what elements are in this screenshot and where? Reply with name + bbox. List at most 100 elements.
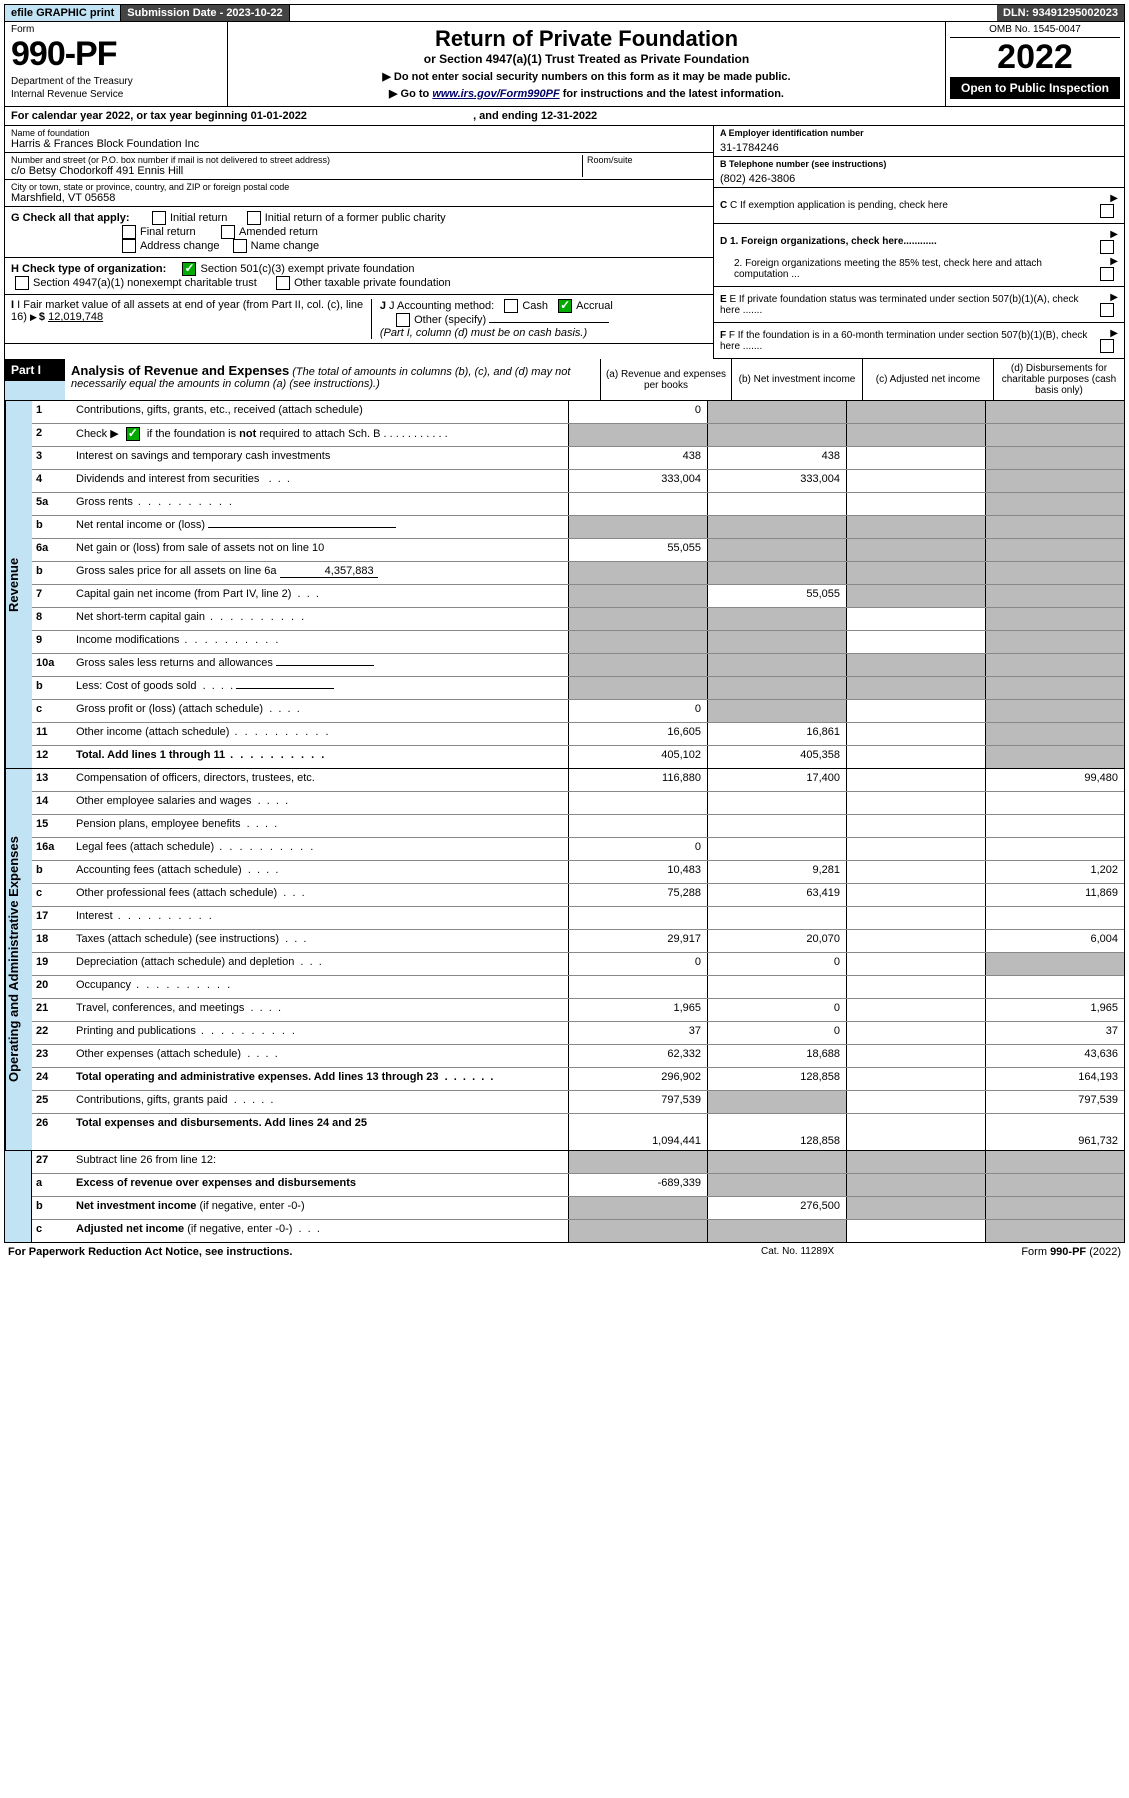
row-18: 18Taxes (attach schedule) (see instructi… [32, 930, 1124, 953]
address-cell: Number and street (or P.O. box number if… [5, 153, 713, 180]
fmv-assets: 12,019,748 [48, 311, 103, 323]
row-7: 7Capital gain net income (from Part IV, … [32, 585, 1124, 608]
h-opt-1: Section 501(c)(3) exempt private foundat… [200, 263, 414, 275]
header-note2: ▶ Go to www.irs.gov/Form990PF for instru… [236, 87, 937, 100]
phone-cell: B Telephone number (see instructions) (8… [714, 157, 1124, 188]
section-ij: I I Fair market value of all assets at e… [5, 295, 713, 344]
e-label: E If private foundation status was termi… [720, 294, 1079, 316]
part1-title: Analysis of Revenue and Expenses [71, 363, 289, 378]
submission-date: Submission Date - 2023-10-22 [121, 5, 289, 21]
check-other-method[interactable] [396, 313, 410, 327]
topbar-gap [290, 5, 997, 21]
row-16c: cOther professional fees (attach schedul… [32, 884, 1124, 907]
col-b-header: (b) Net investment income [731, 359, 862, 400]
form-word: Form [11, 24, 221, 35]
row-17: 17Interest [32, 907, 1124, 930]
section-g: G Check all that apply: Initial return I… [5, 207, 713, 258]
check-c[interactable] [1100, 204, 1114, 218]
check-4947a1[interactable] [15, 276, 29, 290]
b-label: B Telephone number (see instructions) [720, 159, 886, 169]
row-4: 4Dividends and interest from securities … [32, 470, 1124, 493]
g-label: G Check all that apply: [11, 212, 130, 224]
row-15: 15Pension plans, employee benefits . . .… [32, 815, 1124, 838]
ein-value: 31-1784246 [720, 138, 1118, 154]
e-cell: E E If private foundation status was ter… [714, 287, 1124, 323]
check-name-change[interactable] [233, 239, 247, 253]
row-10c: cGross profit or (loss) (attach schedule… [32, 700, 1124, 723]
row-14: 14Other employee salaries and wages . . … [32, 792, 1124, 815]
check-501c3[interactable] [182, 262, 196, 276]
row-24: 24Total operating and administrative exp… [32, 1068, 1124, 1091]
check-d2[interactable] [1100, 267, 1114, 281]
row-9: 9Income modifications [32, 631, 1124, 654]
form-title: Return of Private Foundation [236, 26, 937, 52]
a-label: A Employer identification number [720, 128, 864, 138]
row-27c: cAdjusted net income (if negative, enter… [32, 1220, 1124, 1242]
form-number: 990-PF [11, 35, 221, 74]
col-d-header: (d) Disbursements for charitable purpose… [993, 359, 1124, 400]
check-initial-former[interactable] [247, 211, 261, 225]
check-final-return[interactable] [122, 225, 136, 239]
top-bar: efile GRAPHIC print Submission Date - 20… [4, 4, 1125, 22]
entity-info: Name of foundation Harris & Frances Bloc… [4, 126, 1125, 359]
j-cash: Cash [522, 300, 548, 312]
addr-label: Number and street (or P.O. box number if… [11, 155, 578, 165]
revenue-tab: Revenue [5, 401, 32, 768]
c-label: C If exemption application is pending, c… [730, 200, 948, 211]
row-21: 21Travel, conferences, and meetings . . … [32, 999, 1124, 1022]
entity-right: A Employer identification number 31-1784… [713, 126, 1124, 359]
check-schb[interactable] [126, 427, 140, 441]
h-label: H Check type of organization: [11, 263, 166, 275]
row-10a: 10aGross sales less returns and allowanc… [32, 654, 1124, 677]
check-other-taxable[interactable] [276, 276, 290, 290]
row-1: 1Contributions, gifts, grants, etc., rec… [32, 401, 1124, 424]
omb-number: OMB No. 1545-0047 [950, 24, 1120, 38]
row-2: 2Check ▶ if the foundation is not requir… [32, 424, 1124, 447]
dept-treasury: Department of the Treasury [11, 76, 221, 87]
h-opt-3: Other taxable private foundation [294, 277, 451, 289]
header-mid: Return of Private Foundation or Section … [228, 22, 946, 106]
room-label: Room/suite [587, 155, 707, 165]
f-cell: F F If the foundation is in a 60-month t… [714, 323, 1124, 359]
check-cash[interactable] [504, 299, 518, 313]
col-a-header: (a) Revenue and expenses per books [600, 359, 731, 400]
name-label: Name of foundation [11, 128, 707, 138]
foundation-name: Harris & Frances Block Foundation Inc [11, 138, 707, 150]
c-cell: C C If exemption application is pending,… [714, 188, 1124, 224]
part1-label: Part I [5, 359, 65, 381]
check-amended[interactable] [221, 225, 235, 239]
open-to-public: Open to Public Inspection [950, 77, 1120, 99]
g-opt-5: Name change [251, 240, 320, 252]
row-10b: bLess: Cost of goods sold . . . . [32, 677, 1124, 700]
irs-link[interactable]: www.irs.gov/Form990PF [432, 88, 559, 100]
entity-left: Name of foundation Harris & Frances Bloc… [5, 126, 713, 359]
form-header: Form 990-PF Department of the Treasury I… [4, 22, 1125, 107]
city-label: City or town, state or province, country… [11, 182, 707, 192]
row-19: 19Depreciation (attach schedule) and dep… [32, 953, 1124, 976]
page-footer: For Paperwork Reduction Act Notice, see … [4, 1243, 1125, 1261]
calendar-year-row: For calendar year 2022, or tax year begi… [4, 107, 1125, 126]
header-note1: ▶ Do not enter social security numbers o… [236, 70, 937, 83]
check-address-change[interactable] [122, 239, 136, 253]
dln-label: DLN: 93491295002023 [997, 5, 1124, 21]
expenses-section: Operating and Administrative Expenses 13… [4, 769, 1125, 1151]
row-20: 20Occupancy [32, 976, 1124, 999]
check-e[interactable] [1100, 303, 1114, 317]
check-accrual[interactable] [558, 299, 572, 313]
check-f[interactable] [1100, 339, 1114, 353]
row-27a: aExcess of revenue over expenses and dis… [32, 1174, 1124, 1197]
cal-begin: 01-01-2022 [251, 110, 307, 122]
check-d1[interactable] [1100, 240, 1114, 254]
row-25: 25Contributions, gifts, grants paid . . … [32, 1091, 1124, 1114]
expenses-tab: Operating and Administrative Expenses [5, 769, 32, 1150]
header-right: OMB No. 1545-0047 2022 Open to Public In… [946, 22, 1124, 106]
part1-desc: Analysis of Revenue and Expenses (The to… [65, 359, 600, 400]
row-16a: 16aLegal fees (attach schedule)0 [32, 838, 1124, 861]
paperwork-notice: For Paperwork Reduction Act Notice, see … [8, 1246, 761, 1258]
g-opt-0: Initial return [170, 212, 227, 224]
check-initial-return[interactable] [152, 211, 166, 225]
f-label: F If the foundation is in a 60-month ter… [720, 330, 1087, 352]
h-opt-2: Section 4947(a)(1) nonexempt charitable … [33, 277, 257, 289]
row-13: 13Compensation of officers, directors, t… [32, 769, 1124, 792]
cal-end: 12-31-2022 [541, 110, 597, 122]
